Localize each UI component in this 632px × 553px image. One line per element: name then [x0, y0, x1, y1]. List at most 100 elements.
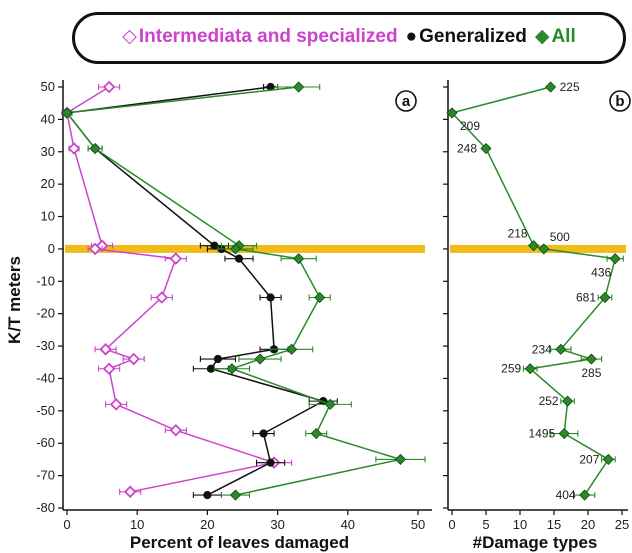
data-label: 404 [556, 488, 576, 502]
data-label: 225 [560, 80, 580, 94]
x-tick-label: 0 [448, 517, 455, 532]
legend-marker-0: ◇ [122, 26, 137, 47]
data-point [203, 490, 212, 500]
data-point [310, 427, 322, 440]
data-label: 259 [501, 362, 521, 376]
series-0 [60, 80, 293, 499]
x-tick-label: 20 [581, 517, 595, 532]
legend-label-0: Intermediata and specialized [138, 26, 398, 47]
data-label: 285 [581, 366, 601, 380]
panel-letter: a [402, 93, 411, 110]
data-point [254, 353, 266, 365]
series-line [65, 86, 404, 496]
x-tick-label: 10 [513, 517, 527, 532]
data-point [123, 485, 137, 499]
panel-letter-circle [609, 90, 631, 112]
data-label: 248 [457, 142, 477, 156]
y-tick-label: 50 [41, 79, 55, 94]
data-point [213, 354, 223, 364]
series-line [65, 86, 326, 496]
data-point [266, 293, 275, 302]
data-point [599, 291, 611, 304]
y-axis-title: K/T meters [5, 256, 24, 344]
x-tick-label: 5 [482, 517, 489, 532]
x-tick-label: 10 [130, 517, 144, 532]
data-point [234, 254, 244, 263]
legend-label-2: All [551, 26, 576, 47]
data-point [155, 291, 169, 304]
y-tick-label: -70 [36, 468, 55, 483]
data-point [609, 253, 621, 265]
y-tick-label: -80 [36, 500, 55, 515]
data-point [67, 142, 81, 155]
data-label: 218 [508, 227, 528, 241]
x-axis-title: Percent of leaves damaged [130, 533, 349, 552]
data-point [545, 81, 557, 93]
y-tick-label: 20 [41, 176, 55, 191]
data-label: 234 [532, 342, 552, 356]
data-point [538, 243, 550, 255]
data-point [524, 363, 536, 375]
x-tick-label: 50 [411, 517, 425, 532]
series-1 [61, 82, 338, 500]
x-tick-label: 20 [200, 517, 214, 532]
data-point [558, 427, 570, 440]
data-point [585, 353, 597, 365]
data-point [259, 429, 268, 438]
y-tick-label: 0 [48, 241, 55, 256]
data-point [324, 398, 336, 410]
series-2 [61, 81, 426, 501]
data-point [169, 424, 183, 437]
data-point [229, 489, 242, 501]
data-point [210, 241, 219, 250]
data-point [89, 142, 101, 155]
data-point [102, 80, 116, 94]
data-point [602, 453, 614, 465]
kt-boundary-band [450, 244, 626, 253]
legend-marker-1: ● [405, 26, 418, 47]
data-point [314, 291, 326, 304]
series-line [66, 86, 278, 493]
x-tick-label: 25 [615, 517, 629, 532]
data-point [229, 243, 242, 255]
y-tick-label: 40 [41, 111, 55, 126]
panel-letter-circle [395, 90, 417, 112]
legend-label-1: Generalized [419, 26, 527, 47]
data-label: 209 [460, 119, 480, 133]
data-point [446, 107, 458, 119]
data-point [61, 107, 73, 119]
data-point [293, 253, 305, 265]
data-label: 252 [539, 394, 559, 408]
data-point [206, 364, 216, 373]
x-axis-title: #Damage types [473, 533, 598, 552]
data-point [88, 242, 102, 256]
data-point [102, 362, 116, 376]
x-tick-label: 30 [270, 517, 284, 532]
legend-entry-1: ● Generalized [406, 26, 527, 47]
data-point [109, 398, 123, 411]
legend-entry-2: ◆ All [535, 26, 576, 47]
legend-marker-2: ◆ [534, 26, 550, 47]
data-label: 500 [550, 230, 570, 244]
y-tick-label: -40 [36, 370, 55, 385]
data-point [226, 363, 238, 375]
data-point [394, 453, 407, 465]
series-line [450, 86, 617, 496]
data-label: 207 [579, 452, 599, 466]
data-label: 681 [576, 291, 596, 305]
y-tick-label: -20 [36, 306, 55, 321]
legend: ◇ Intermediata and specialized ● Generalize… [72, 12, 626, 64]
y-tick-label: -30 [36, 338, 55, 353]
y-tick-label: -10 [36, 273, 55, 288]
data-point [99, 343, 112, 356]
y-tick-label: 30 [41, 144, 55, 159]
data-point [266, 458, 275, 467]
data-point [528, 240, 540, 252]
y-tick-label: -50 [36, 403, 55, 418]
panel-a: -80 -70 -60 -50 -40 -30 -20 -10 0 10 20 30 40 50 0 10 20… [5, 79, 432, 552]
data-point [480, 142, 492, 155]
data-point [127, 352, 140, 366]
data-point [555, 343, 567, 355]
data-label: 436 [591, 266, 611, 280]
